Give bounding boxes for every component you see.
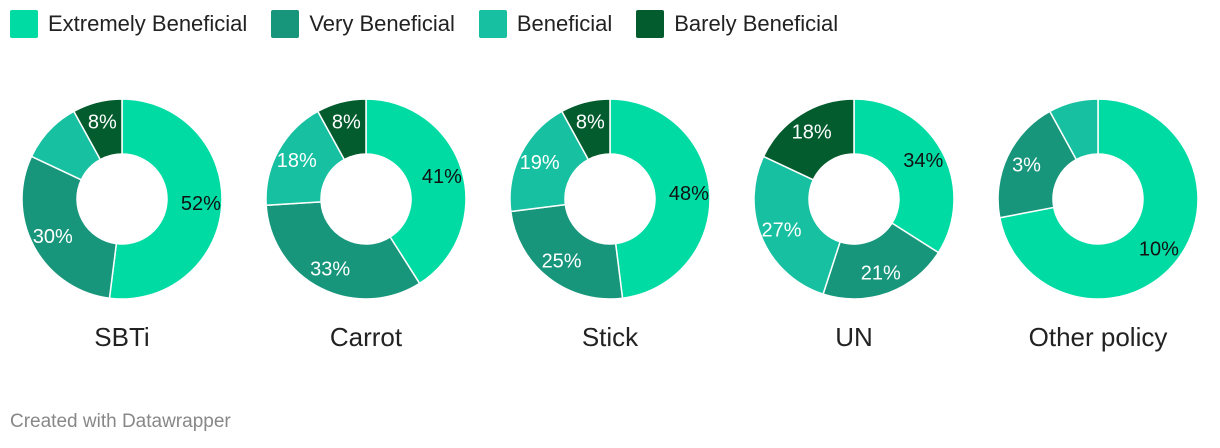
- footer-credit: Created with Datawrapper: [10, 411, 231, 432]
- slice-label: 48%: [669, 183, 709, 205]
- slice-label: 18%: [277, 150, 317, 172]
- donut-chart-5: 10% 3% Other policy: [997, 98, 1199, 352]
- donut-chart-1: 52% 30% 8% SBTi: [21, 98, 223, 352]
- slice-label: 27%: [761, 219, 801, 241]
- legend-item-beneficial: Beneficial: [478, 10, 613, 38]
- donut-slice: [609, 98, 711, 300]
- slice-label: 30%: [33, 226, 73, 248]
- legend-label: Very Beneficial: [309, 11, 455, 36]
- legend-swatch: [271, 10, 300, 38]
- slice-label: 34%: [903, 150, 943, 172]
- legend: Extremely Beneficial Very Beneficial Ben…: [10, 8, 862, 40]
- legend-item-barely-beneficial: Barely Beneficial: [636, 10, 838, 38]
- slice-label: 18%: [792, 121, 832, 143]
- legend-swatch: [636, 10, 665, 38]
- donut-slice: [822, 222, 940, 300]
- legend-item-extremely-beneficial: Extremely Beneficial: [10, 10, 247, 38]
- donut-slice: [265, 201, 421, 300]
- legend-item-very-beneficial: Very Beneficial: [271, 10, 455, 38]
- legend-swatch: [478, 10, 507, 38]
- donut-slice: [21, 155, 118, 300]
- donut-slice: [1048, 98, 1099, 161]
- slice-label: 8%: [576, 111, 605, 133]
- chart-title: Stick: [582, 322, 639, 352]
- donut-slice: [560, 98, 611, 161]
- slice-label: 41%: [422, 166, 462, 188]
- chart-title: Other policy: [1029, 322, 1168, 352]
- slice-label: 21%: [861, 262, 901, 284]
- donut-slice: [108, 98, 223, 300]
- donut-slice: [853, 98, 955, 254]
- chart-title: SBTi: [94, 322, 149, 352]
- slice-label: 3%: [1012, 154, 1041, 176]
- donut-slice: [998, 98, 1199, 300]
- donut-charts: 52% 30% 8% SBTi 41% 33% 18% 8% Carrot 48% 25% 19% 8%…: [21, 98, 1199, 352]
- chart-title: UN: [835, 322, 873, 352]
- donut-slice: [509, 203, 624, 300]
- slice-label: 19%: [520, 152, 560, 174]
- chart-title: Carrot: [330, 322, 403, 352]
- donut-slice: [509, 110, 590, 213]
- legend-label: Beneficial: [516, 11, 613, 36]
- slice-label: 52%: [181, 193, 221, 215]
- donut-slice: [762, 98, 855, 181]
- slice-label: 10%: [1139, 238, 1179, 260]
- donut-chart-4: 34% 21% 27% 18% UN: [753, 98, 955, 352]
- legend-label: Barely Beneficial: [674, 11, 839, 36]
- slice-label: 25%: [542, 250, 582, 272]
- donut-slice: [753, 155, 842, 296]
- donut-slice: [72, 98, 123, 161]
- donut-slice: [997, 110, 1078, 219]
- slice-label: 8%: [332, 111, 361, 133]
- donut-chart-2: 41% 33% 18% 8% Carrot: [265, 98, 467, 352]
- donut-chart-3: 48% 25% 19% 8% Stick: [509, 98, 711, 352]
- slice-label: 8%: [88, 111, 117, 133]
- legend-label: Extremely Beneficial: [48, 11, 248, 36]
- legend-swatch: [10, 10, 38, 38]
- slice-label: 33%: [310, 258, 350, 280]
- donut-slice: [316, 98, 367, 161]
